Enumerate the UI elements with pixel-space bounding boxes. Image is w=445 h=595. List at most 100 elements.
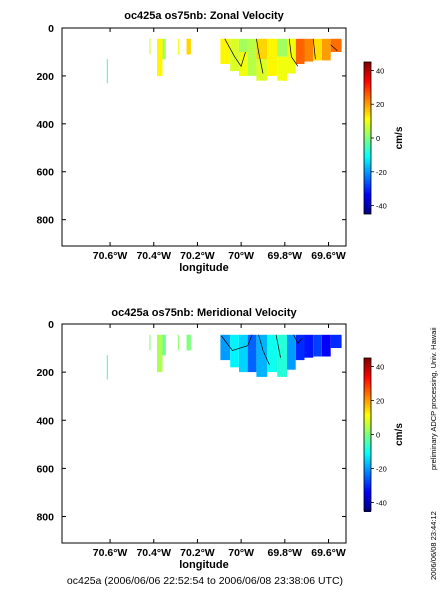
colorbar-swatch <box>364 168 371 170</box>
colorbar-swatch <box>364 384 371 386</box>
colorbar-tick-label: 20 <box>376 100 384 109</box>
colorbar-swatch <box>364 434 371 436</box>
colorbar-swatch <box>364 498 371 500</box>
colorbar-swatch <box>364 186 371 188</box>
colorbar-swatch <box>364 120 371 122</box>
velocity-cell <box>239 38 248 52</box>
colorbar-swatch <box>364 358 371 360</box>
colorbar-swatch <box>364 456 371 458</box>
contour-line <box>224 38 246 68</box>
colorbar-swatch <box>364 472 371 474</box>
velocity-cell <box>304 38 314 62</box>
contour-line <box>256 38 264 74</box>
velocity-cell <box>230 38 239 72</box>
colorbar-swatch <box>364 126 371 128</box>
y-tick-label: 800 <box>36 512 54 524</box>
colorbar-swatch <box>364 92 371 94</box>
colorbar-swatch <box>364 396 371 398</box>
colorbar-swatch <box>364 422 371 424</box>
colorbar-swatch <box>364 116 371 118</box>
colorbar-swatch <box>364 148 371 150</box>
colorbar-tick-label: 40 <box>376 363 384 372</box>
velocity-cell <box>162 334 166 356</box>
colorbar-swatch <box>364 386 371 388</box>
colorbar-swatch <box>364 188 371 190</box>
velocity-cell <box>267 38 278 76</box>
velocity-cell <box>322 334 331 357</box>
velocity-cell <box>149 334 151 351</box>
colorbar-swatch <box>364 484 371 486</box>
colorbar-swatch <box>364 84 371 86</box>
colorbar-swatch <box>364 170 371 172</box>
y-tick-label: 600 <box>36 167 54 179</box>
axes-frame <box>61 323 347 544</box>
colorbar-swatch <box>364 106 371 108</box>
colorbar-swatch <box>364 392 371 394</box>
colorbar-swatch <box>364 138 371 140</box>
colorbar-swatch <box>364 372 371 374</box>
velocity-cell <box>230 334 239 368</box>
colorbar-swatch <box>364 460 371 462</box>
colorbar-swatch <box>364 76 371 78</box>
colorbar-swatch <box>364 176 371 178</box>
colorbar-swatch <box>364 140 371 142</box>
colorbar-swatch <box>364 156 371 158</box>
colorbar-swatch <box>364 438 371 440</box>
velocity-cell <box>330 334 342 348</box>
colorbar-swatch <box>364 370 371 372</box>
colorbar-label: cm/s <box>394 423 405 446</box>
colorbar-swatch <box>364 62 371 64</box>
colorbar-swatch <box>364 452 371 454</box>
y-tick-label: 800 <box>36 215 54 227</box>
colorbar-swatch <box>364 164 371 166</box>
y-tick-label: 0 <box>48 23 54 35</box>
velocity-cell <box>287 334 296 370</box>
velocity-cell <box>220 334 231 361</box>
colorbar-swatch <box>364 146 371 148</box>
velocity-cell <box>256 38 268 60</box>
velocity-cell <box>256 334 268 377</box>
colorbar-swatch <box>364 132 371 134</box>
colorbar-swatch <box>364 162 371 164</box>
x-tick-label: 70.2°W <box>180 547 215 559</box>
colorbar-swatch <box>364 398 371 400</box>
colorbar-swatch <box>364 94 371 96</box>
colorbar-swatch <box>364 446 371 448</box>
colorbar-swatch <box>364 496 371 498</box>
colorbar-swatch <box>364 68 371 70</box>
y-tick-label: 200 <box>36 71 54 83</box>
colorbar-swatch <box>364 458 371 460</box>
x-tick-label: 69.6°W <box>311 547 346 559</box>
velocity-cell <box>149 38 151 55</box>
velocity-cell <box>106 355 108 380</box>
colorbar-swatch <box>364 98 371 100</box>
velocity-cell <box>330 38 342 52</box>
side-note-timestamp: 2006/06/08 23:44:12 <box>429 511 438 580</box>
colorbar-swatch <box>364 360 371 362</box>
colorbar-swatch <box>364 172 371 174</box>
colorbar-swatch <box>364 418 371 420</box>
colorbar-swatch <box>364 408 371 410</box>
colorbar-swatch <box>364 424 371 426</box>
colorbar-swatch <box>364 108 371 110</box>
colorbar-swatch <box>364 200 371 202</box>
colorbar-swatch <box>364 444 371 446</box>
colorbar-swatch <box>364 500 371 502</box>
colorbar-swatch <box>364 406 371 408</box>
plot-area <box>106 38 342 84</box>
colorbar-tick-label: 0 <box>376 134 380 143</box>
colorbar: 40 20 0 -20 -40 cm/s <box>363 357 405 512</box>
velocity-cell <box>247 38 257 76</box>
contour-line <box>312 38 316 60</box>
colorbar-swatch <box>364 448 371 450</box>
velocity-cell <box>239 52 248 76</box>
side-note-processing: preliminary ADCP processing, Univ. Hawai… <box>429 327 438 470</box>
velocity-cell <box>277 38 287 57</box>
meridional-velocity-panel: oc425a os75nb: Meridional Velocity020040… <box>36 307 405 571</box>
colorbar-swatch <box>364 494 371 496</box>
velocity-cell <box>106 59 108 84</box>
colorbar-swatch <box>364 184 371 186</box>
velocity-cell <box>157 334 163 373</box>
colorbar-swatch <box>364 150 371 152</box>
y-tick-label: 200 <box>36 367 54 379</box>
